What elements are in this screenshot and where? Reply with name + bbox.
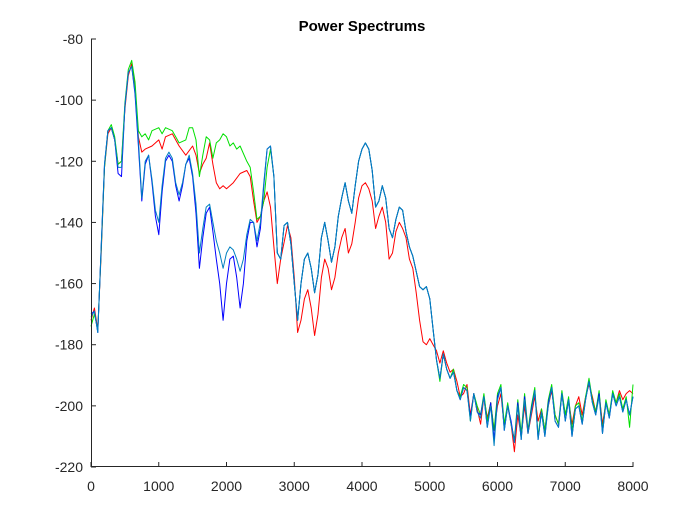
y-ticks: -80 -100 -120 -140 -160 -180 -200 -220 [55,31,96,475]
x-tick-label: 3000 [279,478,310,494]
y-tick-label: -80 [63,31,83,47]
y-tick-label: -120 [55,153,83,169]
y-tick-label: -140 [55,214,83,230]
x-tick-label: 2000 [211,478,242,494]
x-tick-label: 0 [87,478,95,494]
axes [91,39,633,467]
x-ticks: 0 1000 2000 3000 4000 5000 6000 7000 8000 [87,462,649,494]
x-tick-label: 1000 [143,478,174,494]
y-tick-label: -200 [55,398,83,414]
y-tick-label: -220 [55,459,83,475]
y-tick-label: -100 [55,92,83,108]
series-line-1 [90,63,634,453]
series-layer [90,59,634,453]
x-tick-label: 6000 [482,478,513,494]
x-tick-label: 8000 [617,478,648,494]
x-tick-label: 5000 [414,478,445,494]
plot-area: 0 1000 2000 3000 4000 5000 6000 7000 8000 -80 -10… [55,31,649,494]
x-tick-label: 7000 [550,478,581,494]
series-line-4 [90,66,634,447]
chart-title: Power Spectrums [299,18,426,35]
y-tick-label: -160 [55,276,83,292]
series-line-2 [90,59,634,440]
x-tick-label: 4000 [346,478,377,494]
y-tick-label: -180 [55,337,83,353]
